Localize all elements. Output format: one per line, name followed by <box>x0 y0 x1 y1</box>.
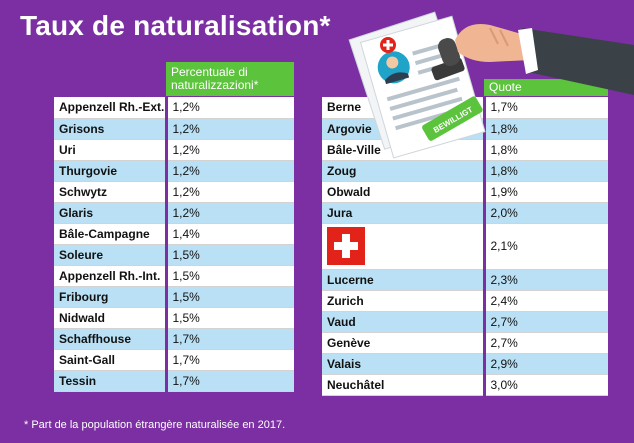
naturalisation-rate: 2,4% <box>482 290 608 312</box>
table-row: Grisons 1,2% <box>54 118 294 140</box>
right-column-header: Quote <box>484 79 608 96</box>
canton-name: Glaris <box>54 202 166 224</box>
naturalisation-rate: 1,7% <box>482 97 608 119</box>
table-row: Schwytz 1,2% <box>54 181 294 203</box>
table-row: Nidwald 1,5% <box>54 307 294 329</box>
canton-name: Vaud <box>322 311 484 333</box>
canton-name: Appenzell Rh.-Int. <box>54 265 166 287</box>
document-stamp-illustration: BEWILLIGT <box>348 11 634 159</box>
naturalisation-rate: 1,5% <box>164 286 294 308</box>
naturalisation-rate: 2,0% <box>482 202 608 224</box>
table-row: Glaris 1,2% <box>54 202 294 224</box>
naturalisation-rate: 2,7% <box>482 311 608 333</box>
naturalisation-rate: 1,2% <box>164 139 294 161</box>
canton-name: Schaffhouse <box>54 328 166 350</box>
naturalisation-rate: 2,7% <box>482 332 608 354</box>
naturalisation-rate: 1,2% <box>164 181 294 203</box>
canton-name: Grisons <box>54 118 166 140</box>
page-title: Taux de naturalisation* <box>20 10 331 41</box>
naturalisation-rate: 1,8% <box>482 160 608 182</box>
footnote: * Part de la population étrangère natura… <box>24 419 286 431</box>
right-table: Berne 1,7% Argovie 1,8% Bâle-Ville 1,8% Zoug 1,… <box>322 97 608 396</box>
canton-name: Saint-Gall <box>54 349 166 371</box>
canton-name <box>322 223 484 270</box>
naturalisation-rate: 2,1% <box>482 223 608 270</box>
naturalisation-rate: 1,2% <box>164 160 294 182</box>
canton-name: Genève <box>322 332 484 354</box>
naturalisation-rate: 3,0% <box>482 374 608 396</box>
canton-name: Bâle-Campagne <box>54 223 166 245</box>
table-row: Fribourg 1,5% <box>54 286 294 308</box>
table-row: Schaffhouse 1,7% <box>54 328 294 350</box>
naturalisation-rate: 1,9% <box>482 181 608 203</box>
naturalisation-rate: 1,8% <box>482 139 608 161</box>
canton-name: Appenzell Rh.-Ext. <box>54 97 166 119</box>
table-row: Obwald 1,9% <box>322 181 608 203</box>
stamp-tool-icon <box>431 38 465 81</box>
table-row: Zurich 2,4% <box>322 290 608 312</box>
table-row: Valais 2,9% <box>322 353 608 375</box>
table-row: Tessin 1,7% <box>54 370 294 392</box>
naturalisation-rate: 1,5% <box>164 265 294 287</box>
naturalisation-rate: 1,4% <box>164 223 294 245</box>
naturalisation-rate: 2,9% <box>482 353 608 375</box>
table-row: Uri 1,2% <box>54 139 294 161</box>
naturalisation-rate: 1,7% <box>164 328 294 350</box>
naturalisation-rate: 1,2% <box>164 118 294 140</box>
naturalisation-rate: 1,7% <box>164 370 294 392</box>
table-row: Soleure 1,5% <box>54 244 294 266</box>
canton-name: Schwytz <box>54 181 166 203</box>
canton-name: Thurgovie <box>54 160 166 182</box>
table-row: Bâle-Ville 1,8% <box>322 139 608 161</box>
canton-name: Obwald <box>322 181 484 203</box>
canton-name: Uri <box>54 139 166 161</box>
canton-name: Neuchâtel <box>322 374 484 396</box>
table-row: Appenzell Rh.-Int. 1,5% <box>54 265 294 287</box>
left-table: Appenzell Rh.-Ext. 1,2% Grisons 1,2% Uri 1,2%… <box>54 97 294 392</box>
swiss-flag-icon <box>327 227 365 265</box>
naturalisation-rate: 1,2% <box>164 202 294 224</box>
canton-name: Zoug <box>322 160 484 182</box>
table-row: Zoug 1,8% <box>322 160 608 182</box>
table-row: Lucerne 2,3% <box>322 269 608 291</box>
naturalisation-rate: 1,8% <box>482 118 608 140</box>
naturalisation-rate: 1,5% <box>164 307 294 329</box>
canton-name: Tessin <box>54 370 166 392</box>
canton-name: Lucerne <box>322 269 484 291</box>
left-column-header: Percentuale di naturalizzazioni* <box>166 62 294 96</box>
table-row: Appenzell Rh.-Ext. 1,2% <box>54 97 294 119</box>
canton-name: Jura <box>322 202 484 224</box>
naturalisation-rate: 1,5% <box>164 244 294 266</box>
canton-name: Valais <box>322 353 484 375</box>
table-row: Neuchâtel 3,0% <box>322 374 608 396</box>
canton-name: Fribourg <box>54 286 166 308</box>
hand-icon <box>455 24 634 95</box>
table-row: Genève 2,7% <box>322 332 608 354</box>
canton-name: Nidwald <box>54 307 166 329</box>
naturalisation-rate: 1,2% <box>164 97 294 119</box>
table-row: Jura 2,0% <box>322 202 608 224</box>
table-row: Thurgovie 1,2% <box>54 160 294 182</box>
table-row: Saint-Gall 1,7% <box>54 349 294 371</box>
canton-name: Zurich <box>322 290 484 312</box>
canton-name: Soleure <box>54 244 166 266</box>
table-row: Vaud 2,7% <box>322 311 608 333</box>
table-row: Bâle-Campagne 1,4% <box>54 223 294 245</box>
table-row: 2,1% <box>322 223 608 270</box>
naturalisation-rate: 2,3% <box>482 269 608 291</box>
naturalisation-rate: 1,7% <box>164 349 294 371</box>
